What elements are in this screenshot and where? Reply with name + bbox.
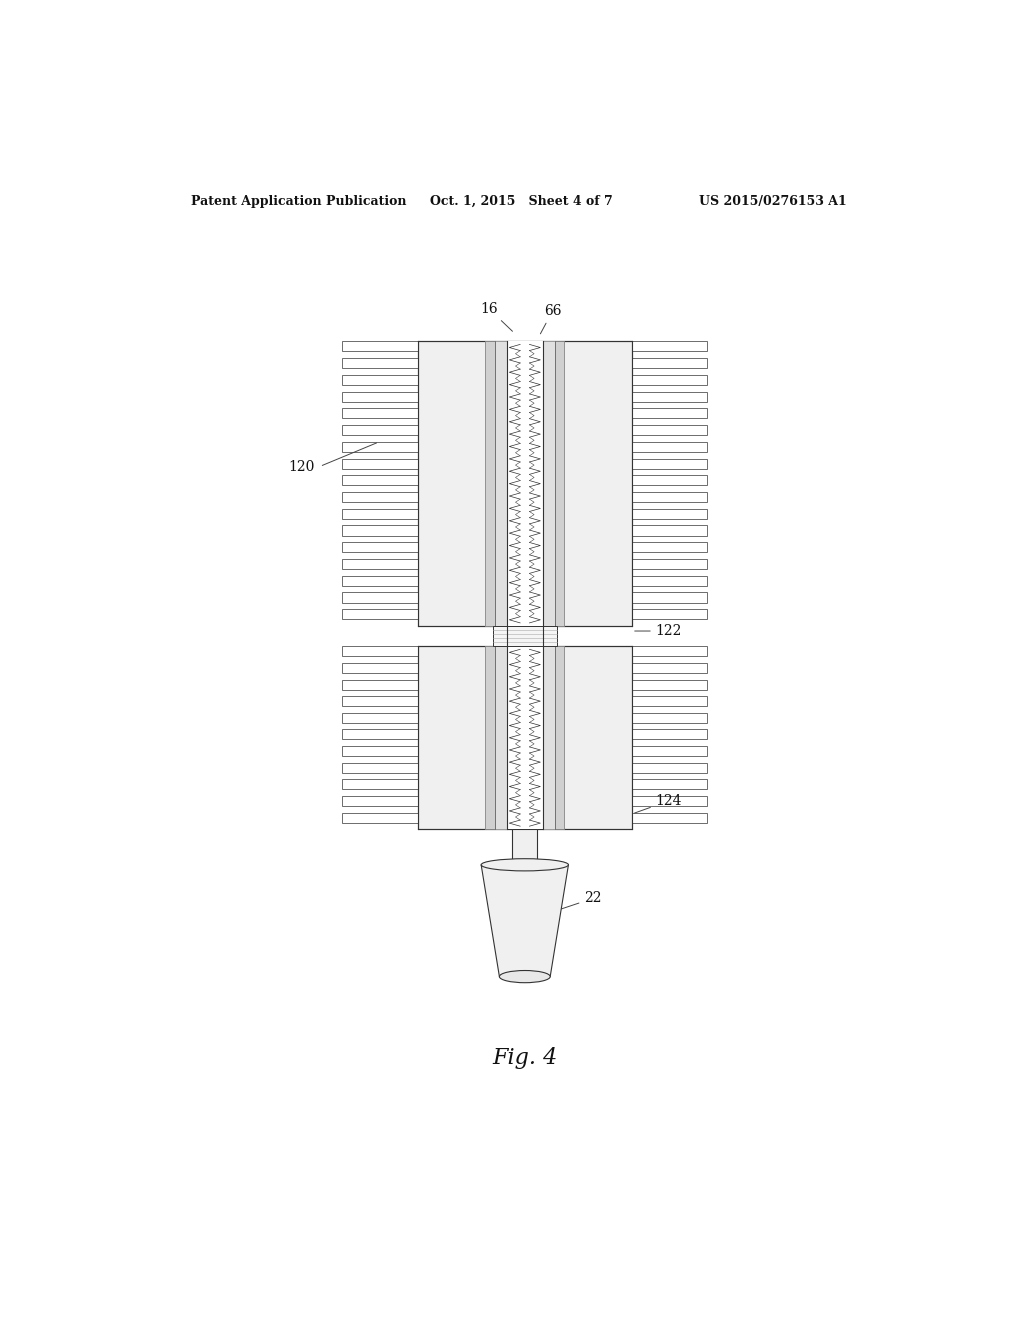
Bar xyxy=(555,647,564,829)
Bar xyxy=(632,442,708,451)
Bar xyxy=(342,342,418,351)
Bar xyxy=(543,647,555,829)
Bar xyxy=(342,746,418,756)
Bar xyxy=(507,342,543,626)
Ellipse shape xyxy=(500,970,550,982)
Bar xyxy=(543,342,555,626)
Text: Oct. 1, 2015   Sheet 4 of 7: Oct. 1, 2015 Sheet 4 of 7 xyxy=(430,194,612,207)
Bar xyxy=(485,647,495,829)
Bar xyxy=(632,696,708,706)
Bar xyxy=(632,558,708,569)
Text: Fig. 4: Fig. 4 xyxy=(493,1047,557,1069)
Bar xyxy=(632,610,708,619)
Bar xyxy=(632,358,708,368)
Bar xyxy=(632,680,708,689)
Bar xyxy=(342,525,418,536)
Bar xyxy=(632,576,708,586)
Bar xyxy=(342,730,418,739)
Bar xyxy=(632,475,708,486)
Bar xyxy=(632,392,708,401)
Bar xyxy=(342,458,418,469)
Bar xyxy=(632,375,708,385)
Bar xyxy=(632,763,708,772)
Bar xyxy=(342,492,418,502)
Bar xyxy=(342,796,418,807)
Polygon shape xyxy=(481,865,568,977)
Bar xyxy=(418,342,632,626)
Bar xyxy=(418,647,632,829)
Bar xyxy=(342,558,418,569)
Bar xyxy=(495,647,507,829)
Bar xyxy=(632,508,708,519)
Bar xyxy=(632,408,708,418)
Bar xyxy=(342,508,418,519)
Bar xyxy=(342,543,418,552)
Bar xyxy=(494,626,557,647)
Bar xyxy=(632,458,708,469)
Text: 22: 22 xyxy=(559,891,602,909)
Bar xyxy=(342,680,418,689)
Bar xyxy=(342,593,418,602)
Bar xyxy=(342,392,418,401)
Bar xyxy=(495,342,507,626)
Bar xyxy=(632,746,708,756)
Bar xyxy=(342,713,418,723)
Bar xyxy=(342,779,418,789)
Bar xyxy=(632,796,708,807)
Bar xyxy=(342,358,418,368)
Bar xyxy=(342,696,418,706)
Bar xyxy=(632,425,708,436)
Bar xyxy=(485,342,495,626)
Text: 66: 66 xyxy=(541,304,561,334)
Bar xyxy=(342,813,418,822)
Bar xyxy=(342,763,418,772)
Text: Patent Application Publication: Patent Application Publication xyxy=(191,194,407,207)
Bar xyxy=(512,829,538,865)
Bar xyxy=(632,342,708,351)
Bar xyxy=(632,813,708,822)
Bar xyxy=(632,779,708,789)
Text: US 2015/0276153 A1: US 2015/0276153 A1 xyxy=(699,194,847,207)
Text: 120: 120 xyxy=(288,461,314,474)
Bar xyxy=(507,647,543,829)
Bar xyxy=(632,713,708,723)
Bar xyxy=(342,425,418,436)
Bar xyxy=(342,442,418,451)
Bar xyxy=(632,525,708,536)
Bar xyxy=(342,647,418,656)
Bar xyxy=(342,375,418,385)
Bar xyxy=(342,663,418,673)
Bar xyxy=(632,593,708,602)
Text: 16: 16 xyxy=(480,302,512,331)
Bar xyxy=(632,647,708,656)
Bar xyxy=(632,730,708,739)
Bar xyxy=(632,663,708,673)
Text: 124: 124 xyxy=(635,793,682,813)
Bar xyxy=(342,576,418,586)
Text: 122: 122 xyxy=(635,624,682,638)
Bar xyxy=(342,475,418,486)
Bar xyxy=(632,543,708,552)
Bar xyxy=(342,408,418,418)
Bar xyxy=(555,342,564,626)
Bar xyxy=(342,610,418,619)
Ellipse shape xyxy=(481,859,568,871)
Bar xyxy=(632,492,708,502)
